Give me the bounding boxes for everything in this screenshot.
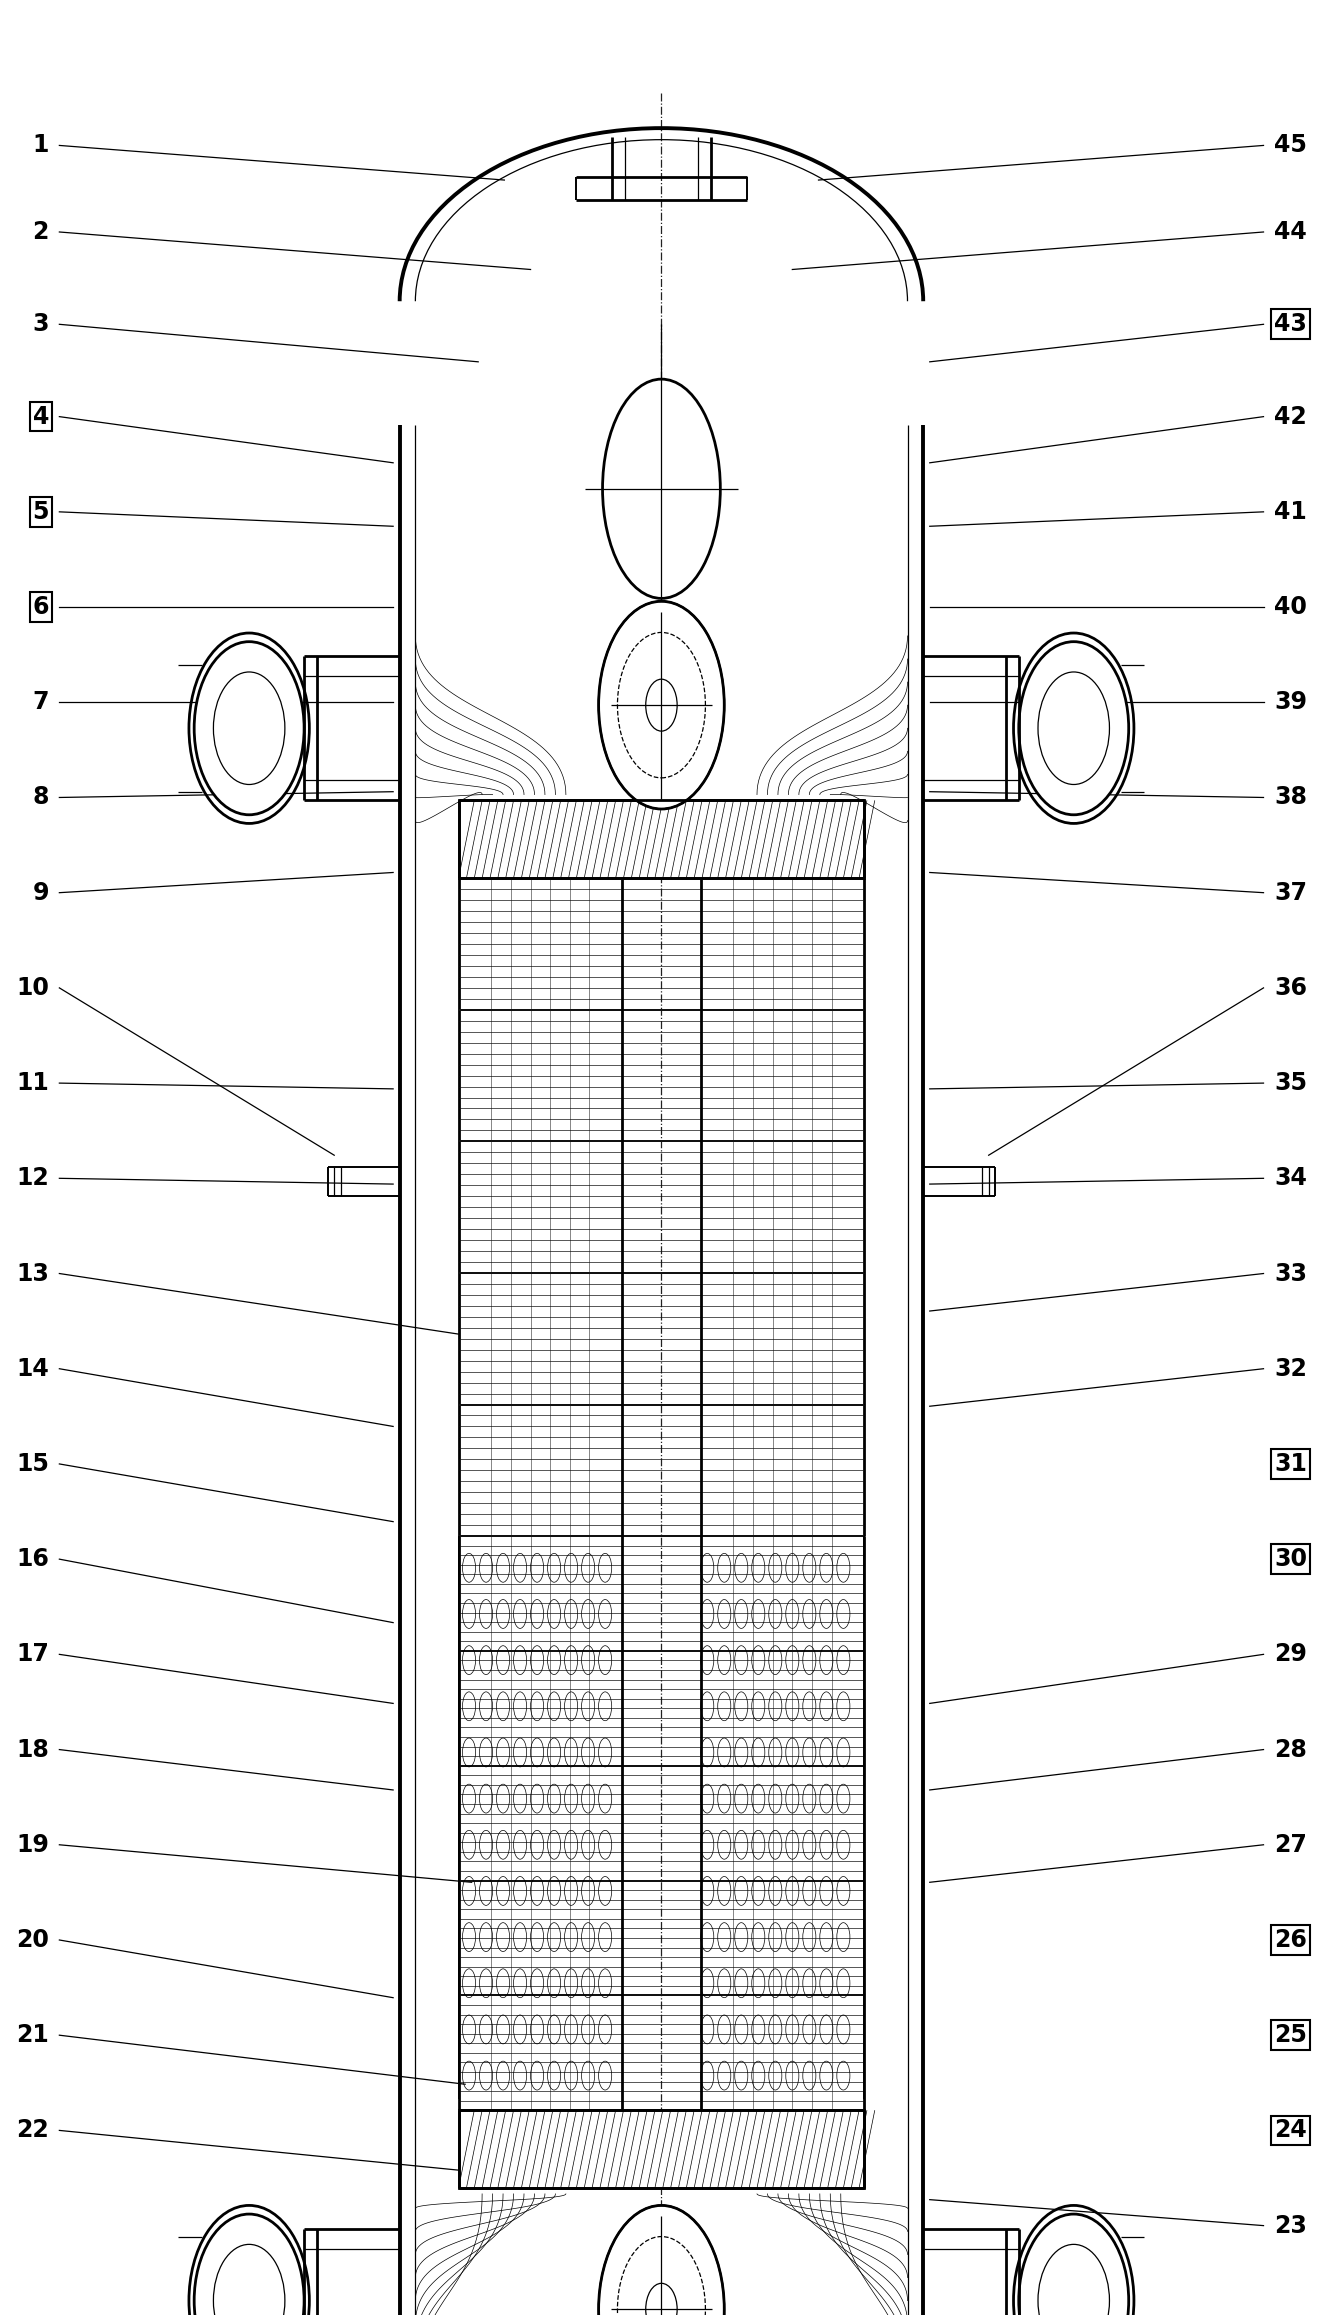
Text: 13: 13: [16, 1261, 49, 1286]
Text: 4: 4: [33, 404, 49, 430]
Text: 6: 6: [32, 594, 49, 620]
Text: 32: 32: [1274, 1356, 1307, 1382]
Text: 44: 44: [1274, 221, 1307, 244]
Text: 8: 8: [32, 785, 49, 810]
Text: 30: 30: [1274, 1546, 1307, 1572]
Text: 33: 33: [1274, 1261, 1307, 1286]
Text: 12: 12: [16, 1166, 49, 1191]
Text: 29: 29: [1274, 1642, 1307, 1667]
Ellipse shape: [602, 378, 720, 599]
Text: 9: 9: [32, 880, 49, 906]
Ellipse shape: [598, 2206, 724, 2322]
Text: 37: 37: [1274, 880, 1307, 906]
Text: 5: 5: [32, 499, 49, 525]
Ellipse shape: [598, 601, 724, 808]
Text: 14: 14: [16, 1356, 49, 1382]
Text: 34: 34: [1274, 1166, 1307, 1191]
Text: 17: 17: [16, 1642, 49, 1667]
Text: 1: 1: [33, 132, 49, 158]
Text: 22: 22: [16, 2118, 49, 2143]
Text: 26: 26: [1274, 1927, 1307, 1953]
Text: 41: 41: [1274, 499, 1307, 525]
Text: 16: 16: [16, 1546, 49, 1572]
Text: 31: 31: [1274, 1451, 1307, 1477]
Text: 3: 3: [32, 313, 49, 337]
Text: 45: 45: [1274, 132, 1307, 158]
Ellipse shape: [194, 641, 304, 815]
Text: 10: 10: [16, 975, 49, 1001]
Ellipse shape: [1019, 2215, 1129, 2322]
Text: 23: 23: [1274, 2213, 1307, 2238]
Text: 21: 21: [16, 2022, 49, 2048]
Text: 20: 20: [16, 1927, 49, 1953]
Text: 43: 43: [1274, 313, 1307, 337]
Text: 7: 7: [32, 690, 49, 715]
Bar: [459, 2111, 864, 2187]
Text: 11: 11: [16, 1070, 49, 1096]
Text: 15: 15: [16, 1451, 49, 1477]
Text: 24: 24: [1274, 2118, 1307, 2143]
Text: 40: 40: [1274, 594, 1307, 620]
Ellipse shape: [194, 2215, 304, 2322]
Text: 27: 27: [1274, 1832, 1307, 1858]
Text: 42: 42: [1274, 404, 1307, 430]
Text: 25: 25: [1274, 2022, 1307, 2048]
Text: 38: 38: [1274, 785, 1307, 810]
Text: 18: 18: [16, 1737, 49, 1762]
Text: 19: 19: [16, 1832, 49, 1858]
Bar: [459, 801, 864, 878]
Text: 39: 39: [1274, 690, 1307, 715]
Text: 2: 2: [33, 221, 49, 244]
Ellipse shape: [1019, 641, 1129, 815]
Text: 28: 28: [1274, 1737, 1307, 1762]
Text: 35: 35: [1274, 1070, 1307, 1096]
Text: 36: 36: [1274, 975, 1307, 1001]
